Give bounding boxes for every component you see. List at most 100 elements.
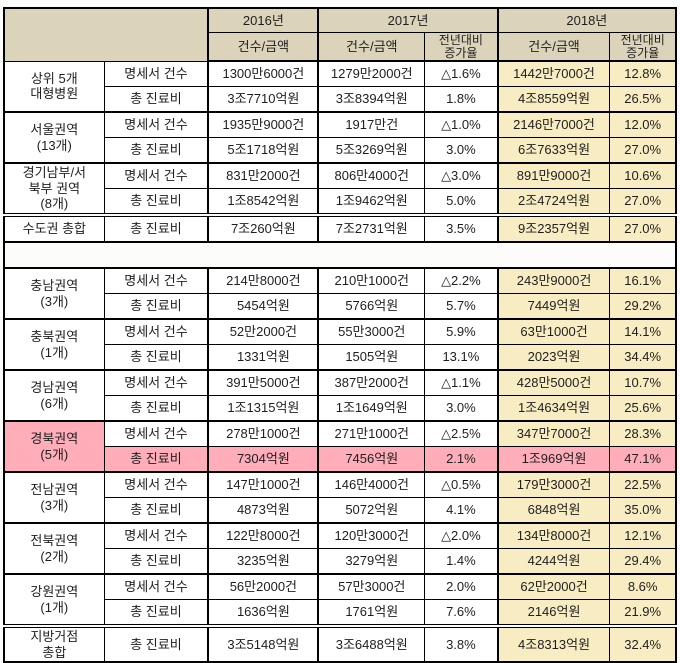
region-cell: 충북권역 (1개) (3, 318, 105, 371)
value-2016-cell: 278만1000건 (207, 420, 320, 448)
gap-cell (3, 241, 677, 270)
value-2016-cell: 1935만9000건 (207, 111, 320, 139)
value-2017-cell: 57만3000건 (317, 573, 426, 601)
growth-2018-cell: 12.1% (609, 522, 677, 550)
metric-label-cell: 명세서 건수 (103, 369, 209, 397)
table-row: 전북권역 (2개) 명세서 건수 122만8000건 120만3000건 △2.0% 13… (3, 522, 677, 575)
growth-2017-cell: 3.8% (424, 624, 499, 663)
region-cell: 경기남부/서 북부 권역 (8개) (3, 162, 105, 216)
region-cell: 충남권역 (3개) (3, 267, 105, 320)
growth-2017-cell: 2.0% (424, 573, 499, 601)
value-2016-cell: 4873억원 (207, 497, 320, 524)
count-amount-2016-header: 건수/금액 (207, 32, 320, 63)
growth-2017-cell: 2.1% (424, 446, 499, 473)
growth-2017-cell: 3.0% (424, 395, 499, 422)
growth-2018-cell: 35.0% (609, 497, 677, 524)
growth-2017-cell: 13.1% (424, 344, 499, 371)
metric-label-cell: 명세서 건수 (103, 573, 209, 601)
growth-2018-cell: 27.0% (609, 188, 677, 216)
growth-2018-cell: 22.5% (609, 471, 677, 499)
value-2018-cell: 428만5000건 (496, 369, 611, 397)
metric-label-cell: 총 진료비 (103, 497, 209, 524)
region-cell: 전남권역 (3개) (3, 471, 105, 524)
count-amount-2018-header: 건수/금액 (496, 32, 611, 63)
value-2016-cell: 56만2000건 (207, 573, 320, 601)
growth-2018-cell: 14.1% (609, 318, 677, 346)
growth-2017-cell: △0.5% (424, 471, 499, 499)
table-row: 총 진료비 1331억원 1505억원 13.1% 2023억원 34.4% (4, 344, 677, 371)
table-row: 상위 5개 대형병원 명세서 건수 1300만6000건 1279만2000건 △1.6… (3, 60, 677, 113)
year-2016-header: 2016년 (207, 7, 320, 33)
value-2017-cell: 1761억원 (317, 599, 426, 627)
growth-2018-cell: 34.4% (609, 344, 677, 371)
growth-2017-cell: 5.0% (424, 188, 499, 216)
value-2017-cell: 806만4000건 (317, 162, 426, 190)
metric-label-cell: 총 진료비 (103, 344, 209, 371)
metric-label-cell: 총 진료비 (103, 137, 209, 164)
table-body: 상위 5개 대형병원 명세서 건수 1300만6000건 1279만2000건 △1.6… (3, 60, 677, 663)
value-2018-cell: 7449억원 (496, 293, 611, 320)
value-2016-cell: 3조7710억원 (207, 86, 320, 113)
metric-label-cell: 총 진료비 (103, 624, 209, 663)
metric-label-cell: 명세서 건수 (103, 60, 209, 88)
table-row: 총 진료비 4873억원 5072억원 4.1% 6848억원 35.0% (4, 497, 677, 524)
value-2018-cell: 4244억원 (496, 548, 611, 575)
metric-label-cell: 총 진료비 (103, 395, 209, 422)
metric-label-cell: 명세서 건수 (103, 471, 209, 499)
value-2017-cell: 5조3269억원 (317, 137, 426, 164)
value-2018-cell: 2조4724억원 (496, 188, 611, 216)
table-row: 총 진료비 1조1315억원 1조1649억원 3.0% 1조4634억원 25.6% (4, 395, 677, 422)
growth-2018-cell: 32.4% (609, 624, 677, 663)
metric-label-cell: 명세서 건수 (103, 111, 209, 139)
growth-2017-cell: 3.5% (424, 213, 499, 243)
value-2017-cell: 7456억원 (317, 446, 426, 473)
growth-2018-cell: 12.8% (609, 60, 677, 88)
value-2016-cell: 52만2000건 (207, 318, 320, 346)
growth-2018-cell: 47.1% (609, 446, 677, 473)
value-2016-cell: 1331억원 (207, 344, 320, 371)
table-row: 경남권역 (6개) 명세서 건수 391만5000건 387만2000건 △1.1% 42… (3, 369, 677, 422)
growth-2018-cell: 25.6% (609, 395, 677, 422)
metric-label-cell: 총 진료비 (103, 86, 209, 113)
metric-label-cell: 명세서 건수 (103, 267, 209, 295)
table-row: 지방거점 총합 총 진료비 3조5148억원 3조6488억원 3.8% 4조8313억원… (3, 624, 677, 663)
growth-2017-cell: △2.0% (424, 522, 499, 550)
value-2016-cell: 122만8000건 (207, 522, 320, 550)
growth-2017-cell: △1.0% (424, 111, 499, 139)
metric-label-cell: 총 진료비 (103, 548, 209, 575)
value-2018-cell: 1442만7000건 (496, 60, 611, 88)
table-row: 총 진료비 5454억원 5766억원 5.7% 7449억원 29.2% (4, 293, 677, 320)
growth-2018-cell: 10.7% (609, 369, 677, 397)
value-2017-cell: 1505억원 (317, 344, 426, 371)
value-2018-cell: 2023억원 (496, 344, 611, 371)
value-2018-cell: 9조2357억원 (496, 213, 611, 243)
value-2016-cell: 147만1000건 (207, 471, 320, 499)
value-2018-cell: 134만8000건 (496, 522, 611, 550)
value-2017-cell: 1917만건 (317, 111, 426, 139)
value-2018-cell: 243만9000건 (496, 267, 611, 295)
value-2018-cell: 63만1000건 (496, 318, 611, 346)
table-row: 충남권역 (3개) 명세서 건수 214만8000건 210만1000건 △2.2% 24… (3, 267, 677, 320)
value-2018-cell: 1조969억원 (496, 446, 611, 473)
value-2017-cell: 3조8394억원 (317, 86, 426, 113)
region-cell: 경북권역 (5개) (3, 420, 105, 473)
metric-label-cell: 총 진료비 (103, 188, 209, 216)
value-2017-cell: 1279만2000건 (317, 60, 426, 88)
value-2018-cell: 2146억원 (496, 599, 611, 627)
medical-cost-table: 2016년 2017년 2018년 건수/금액 건수/금액 전년대비 증가율 건… (3, 7, 677, 663)
region-cell: 상위 5개 대형병원 (3, 60, 105, 113)
growth-2018-cell: 29.4% (609, 548, 677, 575)
value-2017-cell: 7조2731억원 (317, 213, 426, 243)
value-2018-cell: 6조7633억원 (496, 137, 611, 164)
page: 2016년 2017년 2018년 건수/금액 건수/금액 전년대비 증가율 건… (3, 7, 677, 663)
growth-2018-cell: 10.6% (609, 162, 677, 190)
metric-label-cell: 명세서 건수 (103, 420, 209, 448)
region-cell: 수도권 총합 (3, 213, 105, 243)
table-row: 총 진료비 1636억원 1761억원 7.6% 2146억원 21.9% (4, 599, 677, 627)
yoy-2018-header: 전년대비 증가율 (609, 32, 677, 63)
growth-2017-cell: 4.1% (424, 497, 499, 524)
value-2017-cell: 1조1649억원 (317, 395, 426, 422)
value-2018-cell: 891만9000건 (496, 162, 611, 190)
growth-2017-cell: 3.0% (424, 137, 499, 164)
growth-2018-cell: 12.0% (609, 111, 677, 139)
